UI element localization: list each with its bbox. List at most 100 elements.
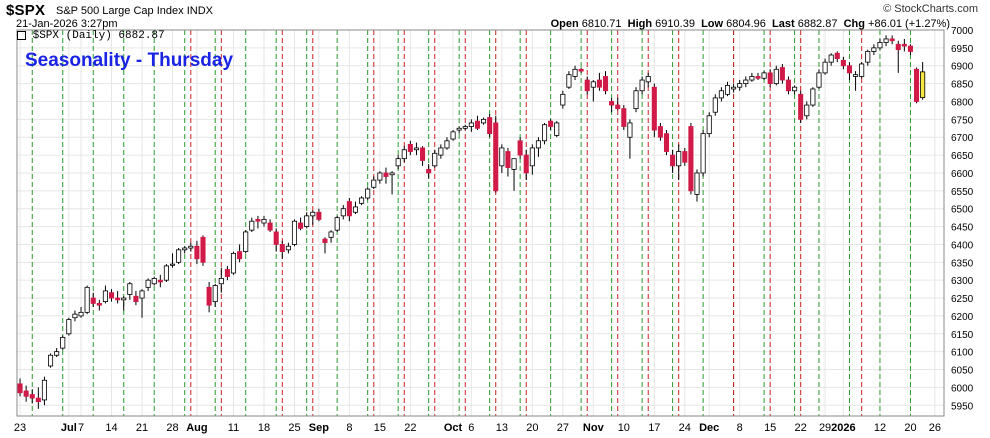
y-tick-label: 6050 (951, 366, 974, 377)
candle-body (499, 147, 505, 167)
candle (157, 274, 163, 288)
candle (243, 230, 249, 254)
candle-body (706, 115, 712, 135)
candle (609, 97, 615, 113)
y-tick-label: 6250 (951, 294, 974, 305)
x-tick-label: 18 (258, 422, 270, 434)
candle (267, 219, 273, 232)
candle (560, 90, 566, 109)
candle-body (255, 219, 261, 222)
candle (121, 296, 127, 311)
candle (450, 130, 456, 141)
candle-body (566, 74, 572, 88)
candle (218, 267, 224, 293)
candles (17, 35, 926, 409)
x-tick-label: 24 (679, 422, 691, 434)
candle (700, 130, 706, 177)
candle (706, 112, 712, 138)
candle-body (35, 397, 41, 403)
candle (846, 62, 853, 81)
candle (584, 76, 590, 95)
candle (499, 144, 505, 173)
candle-body (767, 72, 773, 85)
candle (41, 376, 47, 406)
candle (420, 146, 426, 166)
candle (304, 212, 310, 229)
y-tick-label: 6350 (951, 258, 974, 269)
candle (657, 122, 663, 141)
x-axis: 23 Jul 7 14 21 28 Aug 11 18 25 Sep 8 15 22 Oct 6 13 20 27 N… (14, 422, 941, 434)
candle-body (96, 303, 102, 306)
candle (285, 242, 291, 254)
x-tick-label: 25 (288, 422, 300, 434)
candle-body (249, 220, 255, 231)
y-tick-label: 6100 (951, 348, 974, 359)
candle (102, 285, 108, 304)
candle-body (243, 231, 249, 252)
x-tick-label: 10 (618, 422, 630, 434)
x-tick-label: 22 (795, 422, 807, 434)
candle (566, 71, 572, 89)
candle-body (322, 238, 328, 244)
candle (176, 248, 182, 265)
candle (78, 306, 84, 318)
x-tick-label: Jul (61, 422, 77, 434)
high-value: 6910.39 (655, 18, 695, 30)
candle (834, 51, 840, 63)
candle-body (188, 245, 194, 249)
candle (438, 144, 444, 159)
candle (822, 58, 828, 75)
x-tick-label: Aug (186, 422, 207, 434)
candle-body (72, 313, 78, 319)
candle (200, 235, 206, 266)
candle (840, 56, 846, 70)
candle-body (474, 120, 480, 129)
candle-body (584, 79, 590, 92)
candle-body (883, 38, 889, 43)
candle-body (230, 252, 237, 274)
candle (792, 85, 798, 95)
legend-text: $SPX (Daily) 6882.87 (32, 30, 165, 42)
candle (255, 215, 261, 229)
candle (206, 281, 212, 313)
x-tick-label: Dec (699, 422, 719, 434)
candle (590, 80, 596, 102)
candle (749, 72, 755, 82)
candle-body (792, 86, 798, 92)
candle-body (694, 172, 700, 195)
candle-body (505, 151, 511, 169)
candle-body (139, 290, 145, 299)
candle-body (889, 38, 895, 42)
x-tick-label: Sep (309, 422, 329, 434)
chg-value: +86.01 (+1.27%) (868, 18, 950, 30)
candle-body (127, 283, 133, 295)
candle (365, 187, 371, 200)
candle-body (859, 63, 865, 77)
candle-body (724, 84, 731, 95)
candle (29, 389, 35, 404)
candle-body (212, 285, 218, 303)
candle-body (395, 158, 401, 167)
candle-body (444, 140, 450, 149)
candle (895, 40, 901, 73)
candle (853, 71, 859, 91)
y-tick-label: 6150 (951, 330, 974, 341)
candle (511, 158, 517, 191)
candle-body (23, 390, 29, 397)
x-tick-label: 15 (764, 422, 776, 434)
candle (816, 69, 822, 89)
candle-body (456, 127, 462, 131)
candle (743, 76, 749, 88)
candle (621, 105, 627, 131)
candle-body (54, 351, 60, 356)
candle (346, 197, 352, 222)
candle (237, 244, 243, 263)
candle-body (529, 147, 535, 167)
candle (316, 208, 322, 222)
candle-body (688, 126, 694, 192)
candle (169, 253, 176, 268)
candle-body (633, 90, 639, 110)
candle-body (548, 120, 554, 127)
candle (298, 217, 304, 231)
candle-body (17, 383, 23, 394)
